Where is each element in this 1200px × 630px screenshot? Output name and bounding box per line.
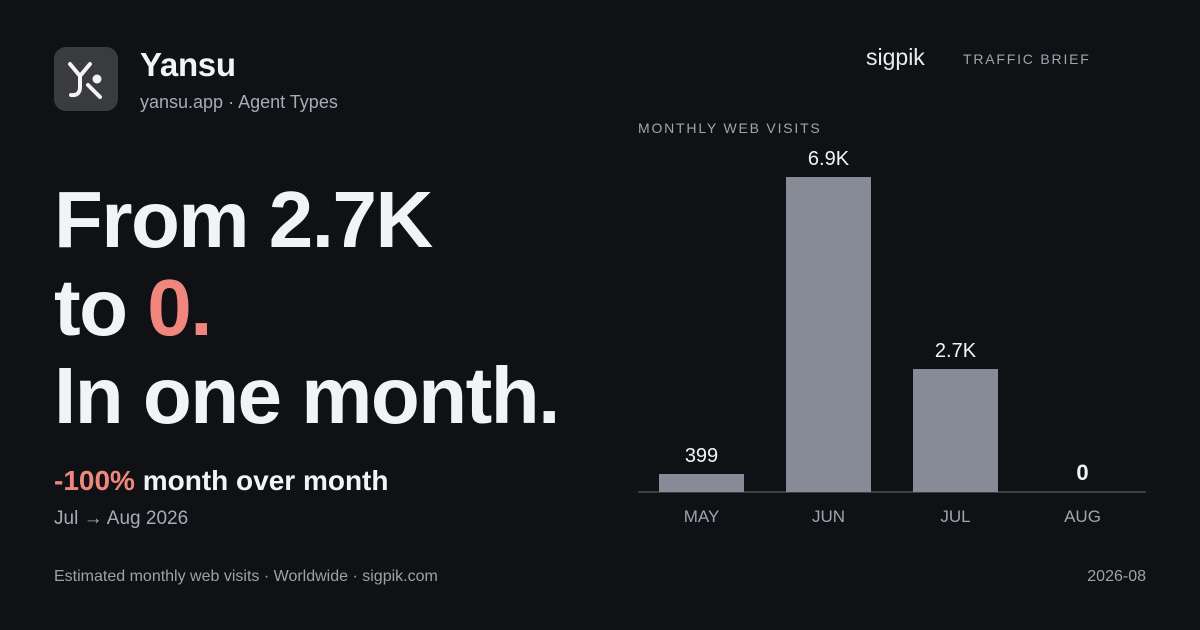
x-tick-label-may: MAY	[684, 507, 720, 526]
x-tick-label-aug: AUG	[1064, 507, 1101, 526]
data-label-jun: 6.9K	[808, 148, 850, 170]
app-category: Agent Types	[238, 92, 338, 112]
brand-tag: TRAFFIC BRIEF	[963, 51, 1091, 67]
x-tick-label-jul: JUL	[940, 507, 970, 526]
bar-jun	[786, 177, 871, 492]
app-domain: yansu.app	[140, 92, 224, 112]
footer-date: 2026-08	[1087, 568, 1146, 585]
headline-line-3: In one month.	[54, 351, 560, 440]
change-summary: -100% month over month	[54, 465, 388, 497]
headline-prefix: to	[54, 263, 148, 352]
footer-source: Estimated monthly web visits · Worldwide…	[54, 568, 438, 585]
headline-line-1: From 2.7K	[54, 175, 433, 264]
bar-jul	[913, 369, 998, 492]
change-label: month over month	[134, 465, 389, 496]
brand-name: sigpik	[866, 44, 925, 70]
app-name: Yansu	[140, 46, 236, 83]
app-logo	[54, 47, 118, 111]
data-label-aug: 0	[1076, 460, 1088, 485]
headline-line-2: to 0.	[54, 264, 559, 352]
headline: From 2.7K to 0. In one month.	[54, 175, 560, 440]
data-label-may: 399	[685, 445, 718, 467]
app-subtitle: yansu.app · Agent Types	[140, 92, 338, 112]
date-range: Jul → Aug 2026	[54, 508, 189, 529]
chart-title: MONTHLY WEB VISITS	[638, 120, 822, 136]
yansu-logo-icon	[68, 62, 102, 99]
headline-accent: 0.	[147, 263, 212, 352]
bar-may	[659, 474, 744, 492]
change-value: -100%	[54, 465, 135, 496]
data-label-jul: 2.7K	[935, 340, 977, 362]
x-tick-label-jun: JUN	[812, 507, 845, 526]
